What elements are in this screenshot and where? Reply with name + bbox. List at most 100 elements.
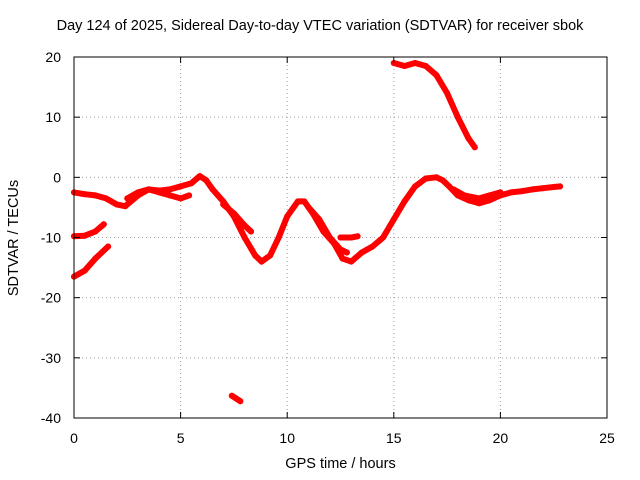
y-tick-label: 10 <box>45 109 61 125</box>
y-tick-label: 0 <box>53 169 61 185</box>
data-point <box>337 246 344 253</box>
data-point <box>92 255 99 262</box>
data-point <box>450 186 457 193</box>
data-point <box>203 177 210 184</box>
series-segment-minus-sixteen <box>71 243 112 280</box>
data-point <box>145 186 152 193</box>
data-point <box>508 189 515 196</box>
data-point <box>476 195 483 202</box>
data-point <box>497 189 504 196</box>
data-point <box>380 234 387 241</box>
data-series-layer <box>71 60 564 405</box>
series-dip-segment-b <box>220 201 254 235</box>
data-point <box>252 252 259 259</box>
data-point <box>177 183 184 190</box>
data-point <box>241 222 248 229</box>
y-tick-label: -20 <box>41 290 61 306</box>
data-point <box>284 213 291 220</box>
data-point <box>81 267 88 274</box>
x-tick-label: 25 <box>599 430 615 446</box>
data-point <box>100 221 107 228</box>
data-point <box>81 232 88 239</box>
data-point <box>258 258 265 265</box>
data-point <box>401 198 408 205</box>
x-axis-label: GPS time / hours <box>285 456 396 472</box>
data-point <box>433 72 440 79</box>
data-point <box>348 234 355 241</box>
data-point <box>348 258 355 265</box>
data-point <box>540 185 546 192</box>
data-point <box>166 186 173 193</box>
data-point <box>122 203 129 210</box>
data-point <box>326 234 333 241</box>
data-point <box>220 201 227 208</box>
data-point <box>316 216 323 223</box>
data-point <box>465 135 472 142</box>
data-point <box>339 255 346 262</box>
data-point <box>241 234 248 241</box>
series-dip-segment-c <box>305 204 350 256</box>
chart-title: Day 124 of 2025, Sidereal Day-to-day VTE… <box>56 18 584 34</box>
data-point <box>237 398 244 405</box>
data-point <box>446 183 453 190</box>
data-point <box>486 192 493 199</box>
data-point <box>518 188 525 195</box>
y-tick-label: -10 <box>41 230 61 246</box>
data-point <box>186 192 193 199</box>
x-tick-label: 20 <box>493 430 509 446</box>
data-point <box>454 114 461 121</box>
data-point <box>354 233 361 240</box>
x-tick-label: 15 <box>386 430 402 446</box>
data-point <box>461 192 468 199</box>
data-point <box>113 201 120 208</box>
data-point <box>248 228 254 235</box>
data-point <box>294 198 301 205</box>
data-point <box>422 175 429 182</box>
data-point <box>275 234 282 241</box>
data-point <box>166 192 173 199</box>
data-point <box>444 90 451 97</box>
x-tick-label: 0 <box>70 430 78 446</box>
data-point <box>343 249 350 256</box>
data-point <box>550 184 557 190</box>
data-point <box>439 177 446 184</box>
data-point <box>228 392 235 399</box>
data-point <box>471 144 478 151</box>
data-point <box>188 180 195 187</box>
data-point <box>301 198 308 205</box>
data-point <box>92 192 99 199</box>
y-tick-label: -30 <box>41 350 61 366</box>
series-segment-minus-ten <box>71 221 107 240</box>
x-tick-label: 5 <box>177 430 185 446</box>
data-point <box>209 186 216 193</box>
data-point <box>412 183 419 190</box>
data-point <box>529 186 536 193</box>
data-point <box>230 210 237 217</box>
data-point <box>358 249 365 256</box>
data-point <box>337 234 344 241</box>
grid-lines <box>74 57 607 418</box>
data-point <box>196 173 203 180</box>
y-tick-label: -40 <box>41 410 61 426</box>
data-point <box>305 204 312 211</box>
data-point <box>124 195 131 202</box>
data-point <box>557 183 564 190</box>
data-point <box>476 200 483 207</box>
data-point <box>433 174 440 181</box>
data-point <box>103 195 109 202</box>
data-point <box>105 243 112 250</box>
data-point <box>156 189 163 196</box>
data-point <box>390 216 397 223</box>
x-tick-label: 10 <box>279 430 295 446</box>
data-point <box>267 252 274 259</box>
data-point <box>422 63 429 69</box>
data-point <box>177 195 184 202</box>
axis-ticks: 0 5 10 15 20 25 -40 -30 -20 -10 0 10 20 <box>41 49 615 446</box>
data-point <box>401 63 408 69</box>
data-point <box>135 189 141 196</box>
y-tick-label: 20 <box>45 49 61 65</box>
data-point <box>92 228 99 235</box>
data-point <box>369 243 376 250</box>
data-point <box>412 60 419 66</box>
